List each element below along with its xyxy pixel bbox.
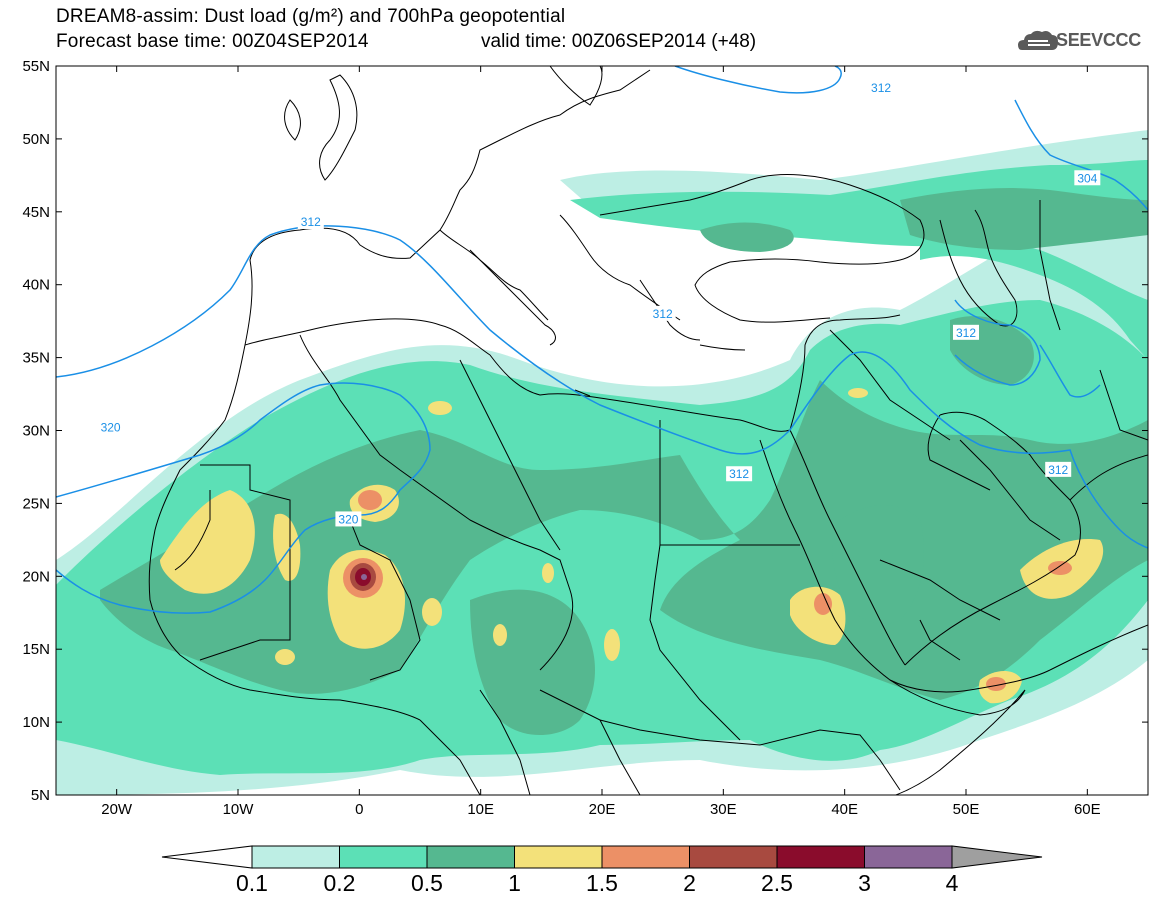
lat-label: 15N [22,641,50,658]
lat-label: 35N [22,350,50,367]
contour-value: 304 [1077,171,1097,185]
lon-label: 50E [953,801,980,818]
colorbar-label: 4 [946,870,959,896]
contour-value: 312 [653,307,673,321]
lon-label: 0 [355,801,363,818]
colorbar-segment [514,845,603,869]
contour-label: 312 [649,305,676,321]
lon-label: 20W [101,801,133,818]
colorbar-label: 3 [858,870,871,896]
colorbar-under-triangle [161,845,253,869]
logo-text: SEEVCCC [1056,30,1141,50]
contour-label: 312 [953,324,979,340]
lat-label: 55N [22,58,50,75]
latitude-axis: 55N 50N 45N 40N 35N 30N 25N 20N 15N 10N 5N [22,58,1148,804]
contour-label: 312 [1045,461,1072,477]
contour-value: 312 [729,467,749,481]
lat-label: 30N [22,423,50,440]
lon-label: 30E [710,801,737,818]
valid-time: valid time: 00Z06SEP2014 (+48) [481,31,757,52]
lon-label: 10W [223,801,255,818]
lat-label: 20N [22,568,50,585]
contour-label: 304 [1074,170,1101,186]
colorbar-segment [426,845,515,869]
lon-label: 20E [589,801,616,818]
colorbar-segment [689,845,778,869]
cloud-logo-icon [1018,30,1058,50]
colorbar-segment [601,845,690,869]
lat-label: 5N [31,787,50,804]
contour-label: 312 [726,466,753,482]
colorbar-segment [864,845,953,869]
lon-label: 60E [1074,801,1101,818]
colorbar-label: 0.5 [411,870,443,896]
contour-value: 312 [1048,463,1068,477]
contour-value: 312 [871,81,891,95]
colorbar: 0.1 0.2 0.5 1 1.5 2 2.5 3 4 [161,845,1043,896]
contour-value: 320 [338,512,358,526]
colorbar-label: 0.1 [236,870,268,896]
colorbar-segment [339,845,428,869]
lat-label: 50N [22,131,50,148]
colorbar-label: 1.5 [586,870,618,896]
colorbar-label: 2 [683,870,696,896]
contour-value: 312 [301,215,321,229]
lat-label: 25N [22,495,50,512]
lat-label: 10N [22,714,50,731]
geopotential-contours [56,66,1148,614]
longitude-axis: 20W 10W 0 10E 20E 30E 40E 50E 60E [101,66,1101,818]
contour-label: 312 [868,79,895,95]
colorbar-over-triangle [951,845,1043,869]
colorbar-segment [251,845,340,869]
map-title: DREAM8-assim: Dust load (g/m²) and 700hP… [56,6,566,27]
dust-load-field [56,130,1148,795]
lat-label: 45N [22,204,50,221]
contour-label: 320 [97,419,124,435]
colorbar-label: 0.2 [324,870,356,896]
lat-label: 40N [22,277,50,294]
colorbar-label: 2.5 [761,870,793,896]
forecast-base-time: Forecast base time: 00Z04SEP2014 [56,31,369,52]
colorbar-label: 1 [508,870,521,896]
contour-label: 312 [297,214,324,230]
contour-labels: 312 304 312 312 312 320 312 312 320 [97,79,1101,527]
lon-label: 10E [467,801,494,818]
lon-label: 40E [831,801,858,818]
colorbar-segment [776,845,865,869]
contour-value: 312 [956,326,976,340]
contour-label: 320 [335,511,362,527]
contour-value: 320 [101,421,121,435]
